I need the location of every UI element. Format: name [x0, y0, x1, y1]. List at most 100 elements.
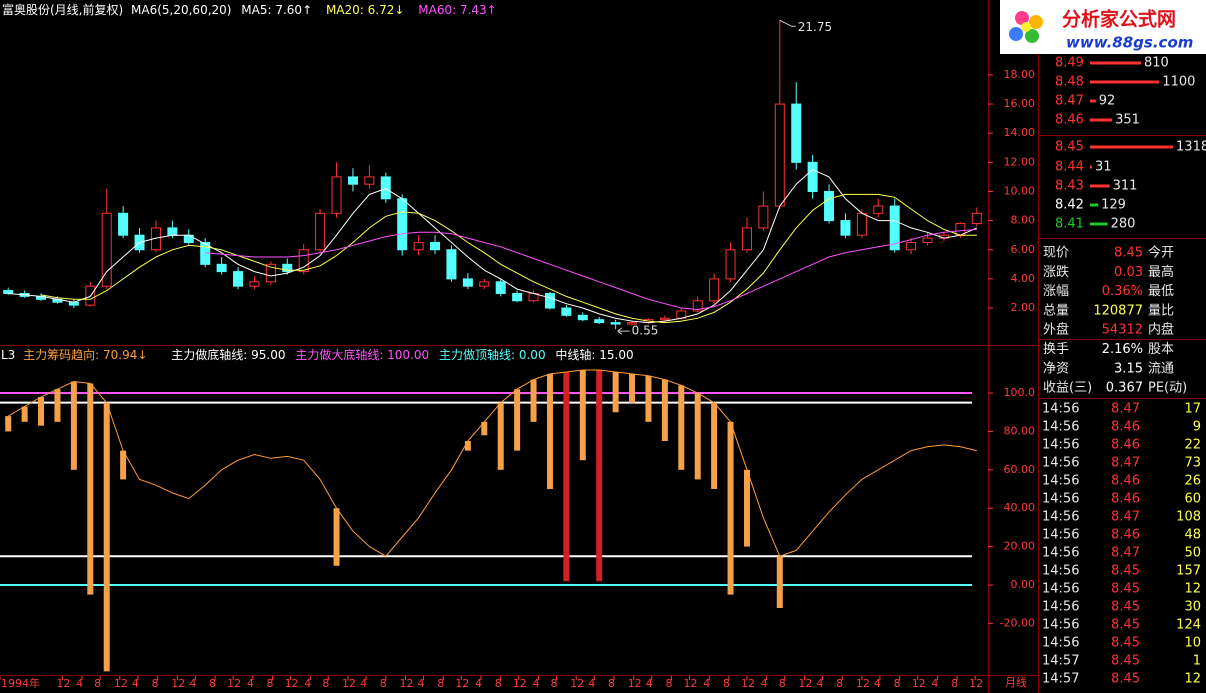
trade-time: 14:56: [1042, 582, 1079, 597]
ma-line: [40, 193, 977, 324]
indicator-bar: [546, 373, 553, 490]
period-label: 月线: [1005, 675, 1027, 689]
indicator-bar: [645, 375, 652, 422]
book-bar: [1090, 80, 1160, 84]
candle-body: [873, 205, 884, 214]
x-tick-label: 4: [360, 677, 367, 690]
candle-body: [709, 278, 720, 302]
book-bar: [1090, 222, 1108, 226]
trade-time: 14:56: [1042, 618, 1079, 633]
quote-right-label: 最低: [1148, 284, 1174, 299]
logo-title: 分析家公式网: [1062, 8, 1176, 31]
trade-price: 8.46: [1111, 438, 1140, 453]
quote-right-label: 最高: [1148, 264, 1174, 280]
trade-price: 8.46: [1111, 492, 1140, 507]
trade-volume: 26: [1184, 474, 1201, 489]
y-tick-label: 60.00: [1004, 463, 1036, 476]
trade-price: 8.46: [1111, 474, 1140, 489]
trade-price: 8.45: [1111, 600, 1140, 615]
indicator-bar: [5, 416, 12, 432]
indicator-bar: [711, 402, 718, 490]
candle-body: [544, 292, 555, 309]
book-price: 8.45: [1055, 140, 1084, 155]
trade-time: 14:56: [1042, 420, 1079, 435]
book-volume: 810: [1144, 56, 1169, 71]
indicator-bar: [497, 402, 504, 470]
trade-time: 14:56: [1042, 492, 1079, 507]
x-tick-label: 8: [951, 677, 958, 690]
x-tick-label: 12: [342, 677, 356, 690]
trade-time: 14:57: [1042, 672, 1079, 687]
x-tick-label: 8: [836, 677, 843, 690]
indicator-bar: [678, 385, 685, 470]
book-price: 8.46: [1055, 113, 1084, 128]
y-tick-label: 80.00: [1004, 424, 1036, 437]
indicator-bar: [514, 389, 521, 451]
book-bar: [1090, 203, 1099, 207]
indicator-line: [7, 369, 977, 557]
x-tick-label: 12: [513, 677, 527, 690]
candle-body: [561, 307, 572, 316]
x-tick-label: 4: [304, 677, 311, 690]
quote-right-label: 今开: [1148, 245, 1174, 261]
trade-price: 8.45: [1111, 672, 1140, 687]
petal: [1025, 29, 1039, 43]
legend-entry: 中线轴: 15.00: [555, 347, 633, 362]
x-tick-label: 12: [741, 677, 755, 690]
min-label: 0.55: [632, 324, 659, 338]
legend-entry: MA20: 6.72↓: [326, 3, 404, 17]
quote-label: 涨跌: [1043, 264, 1069, 280]
candle-body: [512, 292, 523, 302]
candle-body: [331, 176, 342, 214]
trade-volume: 30: [1184, 600, 1201, 615]
quote-value: 2.16%: [1102, 342, 1143, 357]
x-tick-label: 12: [171, 677, 185, 690]
candle-body: [840, 220, 851, 236]
candle-body: [430, 241, 441, 251]
quote-label: 涨幅: [1043, 284, 1069, 299]
trade-volume: 1: [1193, 654, 1201, 669]
price-header: 富奥股份(月线,前复权) MA6(5,20,60,20) MA5: 7.60↑ …: [2, 2, 497, 17]
x-tick-label: 8: [665, 677, 672, 690]
candle-body: [315, 212, 326, 251]
quote-label: 收益(三): [1043, 381, 1092, 396]
indicator-bar: [481, 421, 488, 436]
indicator-header: L3 主力筹码趋向: 70.94↓ 主力做底轴线: 95.00 主力做大底轴线:…: [1, 347, 634, 362]
book-bar: [1090, 184, 1110, 188]
stock-title: 富奥股份(月线,前复权): [2, 2, 123, 17]
book-price: 8.41: [1055, 217, 1084, 232]
y-tick-label: 100.0: [1004, 386, 1036, 399]
x-tick-label: 4: [874, 677, 881, 690]
indicator-bar: [87, 383, 94, 595]
trade-price: 8.45: [1111, 636, 1140, 651]
trade-volume: 73: [1184, 456, 1201, 471]
max-pointer: [779, 19, 796, 27]
ma-line: [205, 228, 977, 311]
candle-body: [610, 322, 621, 325]
candle-body: [824, 190, 835, 222]
indicator-bar: [103, 402, 110, 672]
trade-time: 14:56: [1042, 456, 1079, 471]
quote-value: 8.45: [1114, 246, 1143, 261]
x-tick-label: 4: [532, 677, 539, 690]
indicator-bar: [579, 370, 586, 461]
ma-line: [8, 169, 978, 324]
legend-entry: 主力筹码趋向: 70.94↓: [23, 347, 147, 362]
indicator-bar: [612, 371, 619, 413]
x-tick-label: 8: [322, 677, 329, 690]
x-tick-label: 4: [418, 677, 425, 690]
legend-entry: 主力做底轴线: 95.00: [171, 347, 285, 362]
trade-volume: 17: [1184, 402, 1201, 417]
quote-right-label: 内盘: [1148, 322, 1174, 338]
candle-body: [364, 176, 375, 185]
x-tick-label: 12: [798, 677, 812, 690]
y-tick-label: 0.00: [1011, 578, 1036, 591]
candle-body: [577, 314, 588, 321]
indicator-bar: [563, 371, 570, 582]
x-tick-label: 8: [495, 677, 502, 690]
book-volume: 92: [1099, 94, 1116, 109]
x-tick-label: 8: [723, 677, 730, 690]
